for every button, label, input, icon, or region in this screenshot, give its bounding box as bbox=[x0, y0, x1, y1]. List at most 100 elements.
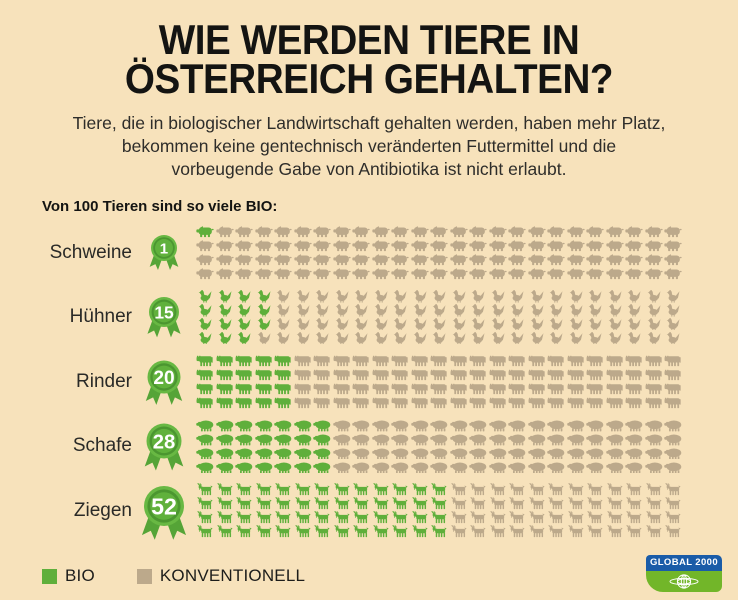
pig-icon bbox=[313, 253, 331, 266]
pig-icon bbox=[313, 239, 331, 252]
goat-icon bbox=[294, 497, 312, 510]
chicken-icon bbox=[196, 304, 214, 317]
legend-item-konventionell: KONVENTIONELL bbox=[136, 566, 306, 586]
chicken-icon bbox=[508, 318, 526, 331]
pig-icon bbox=[274, 267, 292, 280]
chicken-icon bbox=[625, 318, 643, 331]
sheep-icon bbox=[333, 461, 351, 474]
pig-icon bbox=[235, 239, 253, 252]
sheep-icon bbox=[372, 433, 390, 446]
goat-icon bbox=[216, 483, 234, 496]
goat-icon bbox=[606, 525, 624, 538]
sheep-icon bbox=[294, 419, 312, 432]
goat-icon bbox=[469, 525, 487, 538]
goat-icon bbox=[372, 525, 390, 538]
pig-icon bbox=[255, 225, 273, 238]
goat-icon bbox=[547, 497, 565, 510]
chicken-icon bbox=[372, 304, 390, 317]
cow-icon bbox=[450, 382, 468, 395]
cow-icon bbox=[294, 368, 312, 381]
cow-icon bbox=[352, 354, 370, 367]
goat-icon bbox=[411, 511, 429, 524]
cow-icon bbox=[274, 368, 292, 381]
cow-icon bbox=[391, 368, 409, 381]
chicken-icon bbox=[352, 304, 370, 317]
intro-text: Tiere, die in biologischer Landwirtschaf… bbox=[0, 112, 738, 181]
cow-icon bbox=[625, 368, 643, 381]
sheep-icon bbox=[352, 433, 370, 446]
pig-icon bbox=[625, 253, 643, 266]
cow-icon bbox=[450, 396, 468, 409]
goat-icon bbox=[255, 525, 273, 538]
sheep-icon bbox=[294, 447, 312, 460]
pig-icon bbox=[489, 253, 507, 266]
pig-icon bbox=[216, 225, 234, 238]
goat-icon bbox=[235, 483, 253, 496]
badge-rosette: 1 bbox=[149, 234, 179, 270]
chicken-icon bbox=[352, 318, 370, 331]
pig-icon bbox=[352, 239, 370, 252]
pig-icon bbox=[469, 267, 487, 280]
chart-row-cow: Rinder 20 bbox=[0, 349, 738, 414]
pig-icon bbox=[469, 253, 487, 266]
cow-icon bbox=[586, 368, 604, 381]
sheep-icon bbox=[469, 461, 487, 474]
sheep-icon bbox=[645, 461, 663, 474]
sheep-icon bbox=[567, 433, 585, 446]
sheep-icon bbox=[450, 419, 468, 432]
cow-icon bbox=[508, 368, 526, 381]
sheep-icon bbox=[547, 419, 565, 432]
cow-icon bbox=[372, 354, 390, 367]
chicken-icon bbox=[567, 318, 585, 331]
cow-icon bbox=[333, 368, 351, 381]
sheep-icon bbox=[196, 433, 214, 446]
cow-icon bbox=[255, 382, 273, 395]
goat-icon bbox=[450, 525, 468, 538]
goat-icon bbox=[586, 483, 604, 496]
sheep-icon bbox=[411, 447, 429, 460]
sheep-icon bbox=[469, 433, 487, 446]
sheep-icon bbox=[547, 433, 565, 446]
sheep-icon bbox=[430, 461, 448, 474]
chicken-icon bbox=[469, 304, 487, 317]
goat-icon bbox=[255, 483, 273, 496]
title-line-1: WIE WERDEN TIERE IN bbox=[158, 16, 580, 63]
cow-icon bbox=[352, 368, 370, 381]
pig-icon bbox=[391, 225, 409, 238]
sheep-icon bbox=[508, 419, 526, 432]
row-label: Rinder bbox=[76, 370, 132, 392]
legend-label: BIO bbox=[65, 566, 95, 585]
chicken-icon bbox=[274, 318, 292, 331]
chicken-icon bbox=[567, 332, 585, 345]
pig-icon bbox=[294, 253, 312, 266]
pig-icon bbox=[586, 253, 604, 266]
goat-icon bbox=[508, 483, 526, 496]
chicken-icon bbox=[372, 332, 390, 345]
legend-label: KONVENTIONELL bbox=[159, 566, 306, 585]
pig-icon bbox=[333, 239, 351, 252]
sheep-icon bbox=[274, 433, 292, 446]
chicken-icon bbox=[489, 318, 507, 331]
cow-icon bbox=[664, 396, 682, 409]
sheep-icon bbox=[255, 461, 273, 474]
badge-rosette: 15 bbox=[147, 297, 181, 338]
sheep-icon bbox=[255, 433, 273, 446]
pig-icon bbox=[294, 267, 312, 280]
title-line-2: ÖSTERREICH GEHALTEN? bbox=[124, 55, 614, 103]
chicken-icon bbox=[255, 318, 273, 331]
goat-icon bbox=[274, 483, 292, 496]
chicken-icon bbox=[567, 304, 585, 317]
svg-text:20: 20 bbox=[153, 368, 174, 389]
cow-icon bbox=[547, 354, 565, 367]
sheep-icon bbox=[508, 433, 526, 446]
cow-icon bbox=[528, 368, 546, 381]
goat-icon bbox=[450, 497, 468, 510]
cow-icon bbox=[430, 368, 448, 381]
cow-icon bbox=[586, 354, 604, 367]
sheep-icon bbox=[235, 433, 253, 446]
chicken-icon bbox=[235, 290, 253, 303]
logo-wordmark: GLOBAL 2000 bbox=[646, 555, 722, 571]
goat-icon bbox=[274, 497, 292, 510]
legend-swatch bbox=[136, 568, 152, 584]
cow-icon bbox=[235, 382, 253, 395]
